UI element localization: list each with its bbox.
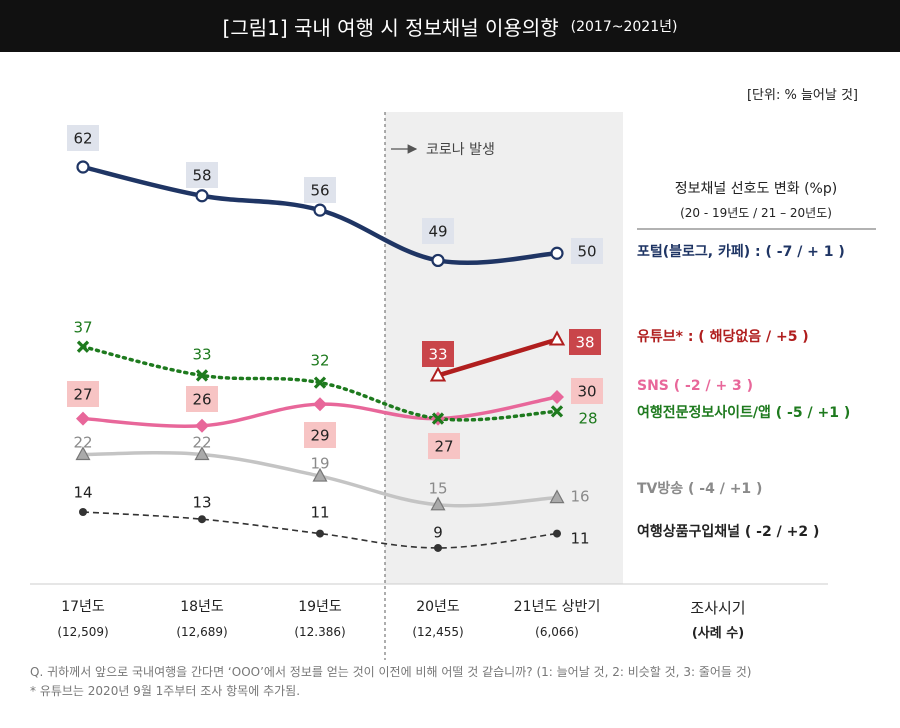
value-label-bg-youtube-3 [422, 341, 454, 367]
legend-products: 여행상품구입채널 ( -2 / +2 ) [637, 523, 819, 540]
corona-label: 코로나 발생 [426, 142, 495, 158]
value-label-travel_site-1: 33 [192, 346, 211, 364]
value-label-sns-3: 27 [434, 438, 453, 456]
value-label-bg-portal-0 [67, 125, 99, 151]
value-label-portal-0: 62 [73, 130, 92, 148]
value-label-bg-sns-2 [304, 422, 336, 448]
value-label-travel_site-2: 32 [310, 352, 329, 370]
value-label-bg-sns-4 [571, 378, 603, 404]
x-tick-label-1: 18년도 [180, 599, 224, 615]
marker-portal-4 [550, 246, 564, 260]
value-label-youtube-4: 38 [575, 334, 594, 352]
marker-tv-3 [430, 496, 446, 511]
marker-portal-0 [76, 160, 90, 174]
marker-travel_site-2 [313, 376, 327, 389]
marker-tv-2 [312, 467, 328, 482]
value-label-products-2: 11 [310, 504, 329, 522]
legend-portal: 포털(블로그, 카페) : ( -7 / + 1 ) [637, 243, 845, 260]
x-tick-label-4: 21년도 상반기 [514, 599, 601, 615]
marker-youtube-4 [548, 330, 566, 346]
marker-products-0 [79, 508, 87, 516]
value-label-bg-portal-4 [571, 238, 603, 264]
value-label-sns-0: 27 [73, 386, 92, 404]
value-label-bg-sns-3 [428, 433, 460, 459]
value-label-sns-2: 29 [310, 427, 329, 445]
value-label-portal-3: 49 [428, 223, 447, 241]
value-label-tv-2: 19 [310, 455, 329, 473]
x-tick-label-3: 20년도 [416, 599, 460, 615]
value-label-portal-2: 56 [310, 182, 329, 200]
x-axis-title-line2: (사례 수) [692, 625, 744, 641]
value-label-bg-portal-1 [186, 162, 218, 188]
legend-travel_site: 여행전문정보사이트/앱 ( -5 / +1 ) [637, 404, 850, 421]
footnote: * 유튜브는 2020년 9월 1주부터 조사 항목에 추가됨. [30, 684, 301, 698]
marker-tv-1 [194, 446, 210, 461]
marker-sns-4 [550, 390, 564, 404]
change-header-line1: 정보채널 선호도 변화 (%p) [675, 181, 837, 197]
value-label-sns-4: 30 [577, 383, 596, 401]
marker-sns-0 [76, 411, 90, 426]
marker-sns-1 [195, 418, 209, 433]
value-label-products-0: 14 [73, 484, 92, 502]
value-label-travel_site-0: 37 [73, 319, 92, 337]
value-label-bg-sns-1 [186, 386, 218, 412]
legend-youtube: 유튜브* : ( 해당없음 / +5 ) [637, 328, 809, 345]
value-label-tv-1: 22 [192, 434, 211, 452]
marker-portal-3 [431, 253, 445, 268]
marker-products-2 [316, 529, 324, 538]
value-label-bg-sns-0 [67, 381, 99, 407]
value-label-bg-youtube-4 [569, 329, 601, 355]
value-label-products-1: 13 [192, 494, 211, 512]
marker-travel_site-1 [195, 369, 209, 382]
marker-products-1 [198, 515, 206, 524]
value-label-tv-3: 15 [428, 480, 447, 498]
legend-tv: TV방송 ( -4 / +1 ) [637, 480, 762, 497]
marker-sns-2 [313, 397, 327, 412]
marker-travel_site-4 [550, 405, 564, 418]
sample-size-0: (12,509) [57, 625, 108, 639]
unit-label: [단위: % 늘어날 것] [747, 88, 858, 103]
x-axis-title-line1: 조사시기 [690, 599, 745, 617]
value-label-tv-4: 16 [570, 488, 589, 506]
marker-youtube-3 [429, 366, 447, 382]
marker-products-3 [434, 543, 442, 552]
value-label-portal-1: 58 [192, 167, 211, 185]
x-tick-label-0: 17년도 [61, 599, 105, 615]
marker-products-4 [553, 529, 561, 538]
value-label-portal-4: 50 [577, 243, 596, 261]
survey-question: Q. 귀하께서 앞으로 국내여행을 간다면 ‘OOO’에서 정보를 얻는 것이 … [30, 665, 752, 679]
sample-size-2: (12.386) [294, 625, 345, 639]
value-label-bg-portal-2 [304, 177, 336, 203]
sample-size-1: (12,689) [176, 625, 227, 639]
marker-tv-0 [75, 446, 91, 461]
chart-period: (2017~2021년) [570, 19, 678, 35]
change-header-line2: (20 - 19년도 / 21 – 20년도) [680, 206, 832, 220]
chart-title: [그림1] 국내 여행 시 정보채널 이용의향 [222, 15, 559, 40]
legend-sns: SNS ( -2 / + 3 ) [637, 378, 753, 394]
marker-travel_site-0 [76, 340, 90, 353]
x-tick-label-2: 19년도 [298, 599, 342, 615]
series-line-youtube [437, 337, 558, 378]
marker-travel_site-3 [431, 412, 445, 425]
value-label-travel_site-4: 28 [578, 410, 597, 428]
marker-portal-2 [313, 203, 327, 217]
value-label-youtube-3: 33 [428, 346, 447, 364]
sample-size-3: (12,455) [412, 625, 463, 639]
value-label-sns-1: 26 [192, 391, 211, 409]
title-bar: [그림1] 국내 여행 시 정보채널 이용의향 (2017~2021년) [0, 0, 900, 52]
value-label-products-3: 9 [433, 524, 443, 542]
value-label-products-4: 11 [570, 530, 589, 548]
value-label-tv-0: 22 [73, 434, 92, 452]
chart-svg: 코로나 발생 [단위: % 늘어날 것] 정보채널 선호도 변화 (%p) (2… [30, 88, 876, 660]
marker-tv-4 [549, 489, 565, 504]
notes: Q. 귀하께서 앞으로 국내여행을 간다면 ‘OOO’에서 정보를 얻는 것이 … [30, 663, 890, 701]
sample-size-4: (6,066) [535, 625, 579, 639]
marker-portal-1 [195, 189, 209, 203]
value-label-bg-portal-3 [422, 218, 454, 244]
